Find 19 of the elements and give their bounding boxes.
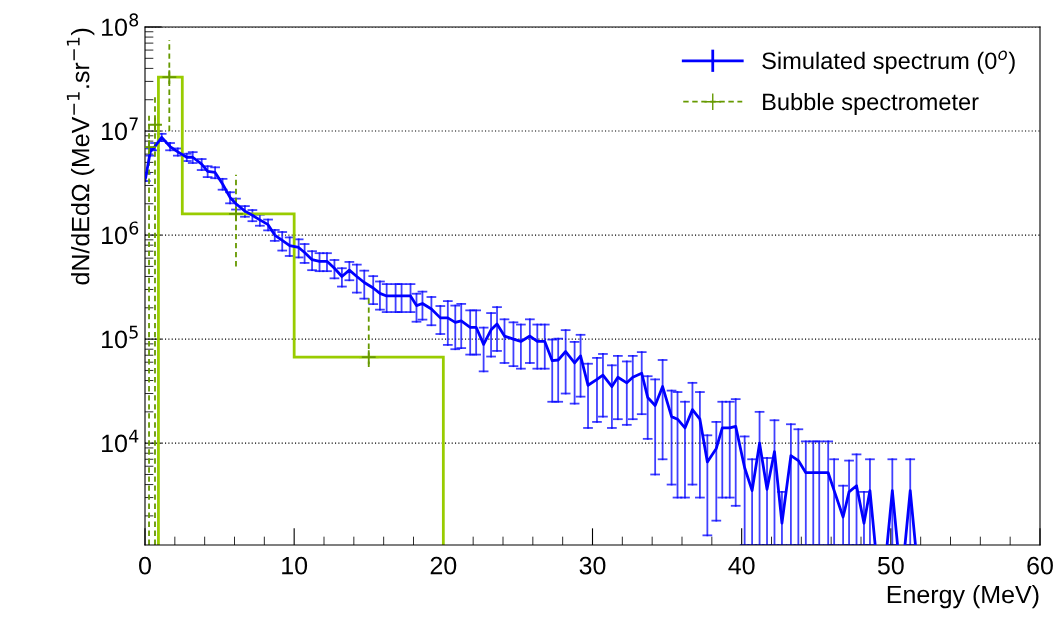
y-tick-label: 10$^{7}$: [102, 117, 138, 141]
y-tick-label: 10$^{6}$: [102, 221, 139, 245]
x-tick-label: 20: [430, 556, 457, 575]
point: [161, 69, 178, 85]
x-tick-label: 0: [139, 556, 151, 575]
y-tick-label: 10$^{5}$: [102, 325, 138, 349]
legend-label: Simulated spectrum (0$^{o}$): [762, 50, 1015, 74]
x-tick-label: 10: [282, 556, 308, 575]
legend-label: Bubble spectrometer: [763, 92, 979, 115]
x-axis-title: Energy (MeV): [887, 584, 1039, 609]
y-tick-label: 10$^{4}$: [102, 429, 139, 453]
point: [360, 349, 377, 366]
y-tick-label: 10$^{8}$: [102, 13, 139, 37]
x-tick-label: 40: [728, 556, 755, 575]
x-tick-label: 30: [579, 556, 606, 575]
x-tick-label: 60: [1027, 556, 1053, 575]
point: [147, 116, 163, 133]
x-tick-label: 50: [877, 556, 904, 575]
y-axis-title: dN/dEdΩ (MeV$^{−1}$.sr$^{−1}$): [66, 28, 95, 285]
